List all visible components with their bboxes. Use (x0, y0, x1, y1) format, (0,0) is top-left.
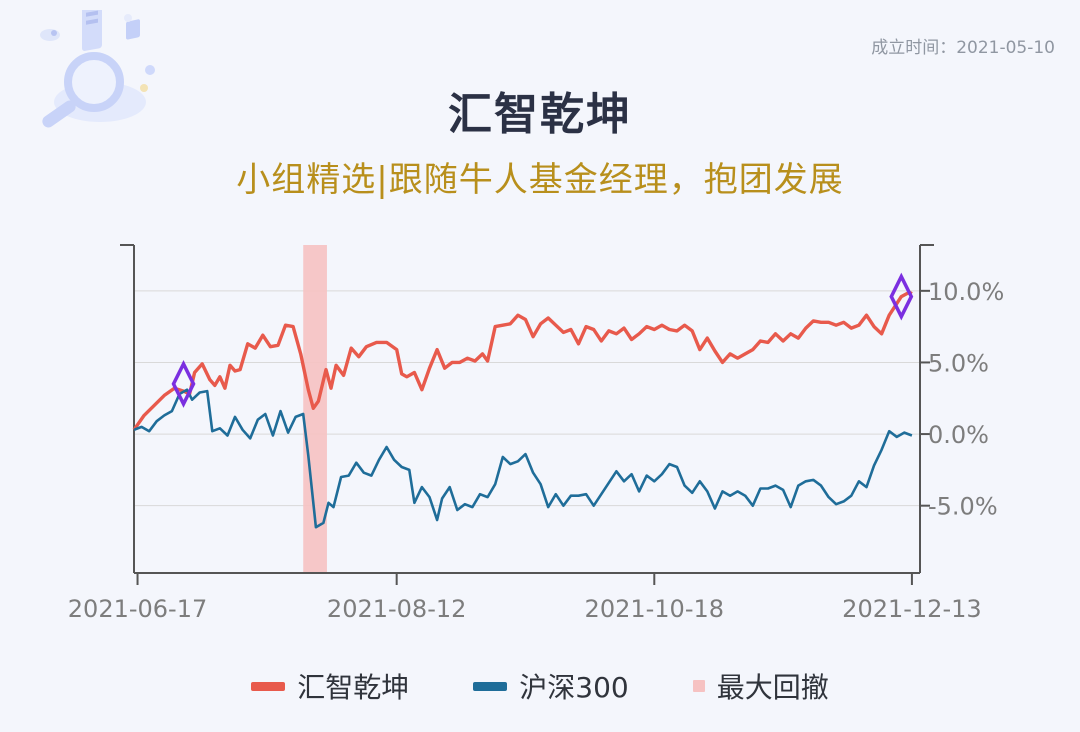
chart-legend: 汇智乾坤 沪深300 最大回撤 (0, 664, 1080, 708)
founded-date: 成立时间：2021-05-10 (871, 38, 1055, 58)
legend-item-drawdown[interactable]: 最大回撤 (692, 666, 829, 706)
legend-label-drawdown: 最大回撤 (716, 671, 829, 704)
legend-item-fund[interactable]: 汇智乾坤 (251, 666, 409, 706)
x-tick-label: 2021-06-17 (68, 595, 207, 623)
marker-diamond (889, 272, 914, 321)
legend-label-index: 沪深300 (519, 671, 629, 704)
index-series-line (133, 388, 913, 529)
x-tick-label: 2021-12-13 (842, 595, 981, 623)
y-tick-label: -5.0% (928, 493, 998, 521)
magnifier-logo-icon (40, 10, 155, 128)
marker-diamond (171, 360, 196, 408)
legend-swatch-drawdown (692, 680, 705, 692)
page-subtitle: 小组精选|跟随牛人基金经理，抱团发展 (236, 160, 844, 200)
performance-chart: 10.0% 5.0% 0.0% -5.0% 2021-06-17 2021-08-12 20… (68, 244, 1004, 623)
y-tick-label: 0.0% (928, 421, 989, 449)
page-title: 汇智乾坤 (448, 89, 632, 140)
x-tick-label: 2021-08-12 (327, 595, 466, 623)
y-tick-label: 5.0% (928, 349, 989, 377)
legend-swatch-index (473, 681, 508, 691)
fund-series-line (132, 290, 913, 431)
legend-swatch-fund (251, 681, 286, 691)
max-drawdown-band (303, 245, 327, 573)
legend-label-fund: 汇智乾坤 (297, 671, 410, 704)
legend-item-index[interactable]: 沪深300 (473, 666, 629, 706)
y-tick-label: 10.0% (928, 278, 1004, 306)
x-tick-label: 2021-10-18 (585, 595, 724, 623)
